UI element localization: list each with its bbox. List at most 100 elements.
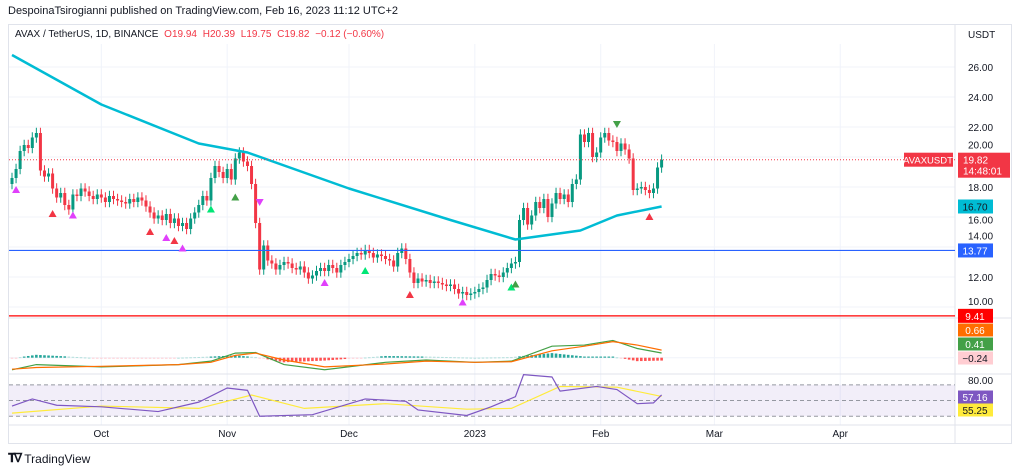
candle-body	[432, 281, 436, 283]
candle-body	[34, 133, 38, 138]
macd-histogram-bar	[388, 356, 391, 358]
signal-marker-up	[170, 237, 179, 244]
macd-histogram-bar	[132, 357, 136, 359]
macd-histogram-bar	[14, 357, 18, 359]
macd-histogram-bar	[274, 357, 278, 361]
macd-histogram-bar	[43, 355, 46, 358]
macd-histogram-bar	[238, 355, 241, 358]
candle-body	[298, 266, 302, 270]
candle-body	[278, 265, 282, 270]
signal-marker-up	[458, 298, 467, 306]
symbol-name[interactable]: AVAX / TetherUS, 1D, BINANCE	[15, 29, 159, 40]
candle-body	[522, 208, 526, 220]
macd-histogram-bar	[339, 357, 343, 360]
macd-histogram-bar	[331, 357, 335, 360]
candle-body	[550, 203, 554, 217]
change-value: −0.12 (−0.60%)	[315, 29, 385, 40]
rsi-ma-label-box	[958, 403, 993, 417]
candle-body	[461, 292, 465, 294]
candle-body	[428, 280, 432, 283]
macd-histogram-bar	[169, 357, 172, 359]
signal-marker-down	[255, 199, 264, 206]
signal-marker-up	[146, 228, 155, 235]
candle-body	[607, 133, 611, 141]
candle-body	[120, 200, 124, 202]
candle-body	[18, 151, 22, 169]
candle-body	[241, 152, 245, 162]
date-tick-label: Mar	[706, 429, 724, 440]
candle-body	[185, 223, 189, 229]
candle-body	[392, 260, 396, 267]
macd-histogram-bar	[648, 357, 651, 361]
macd-histogram-bar	[481, 357, 485, 359]
candle-body	[660, 159, 664, 168]
date-tick-label: Oct	[94, 429, 110, 440]
macd-histogram-bar	[396, 356, 399, 358]
macd-histogram-bar	[469, 357, 473, 359]
candle-body	[319, 268, 323, 271]
macd-histogram-bar	[294, 357, 298, 362]
macd-histogram-bar	[587, 356, 590, 358]
candle-body	[566, 194, 570, 202]
candle-body	[656, 167, 660, 189]
macd-histogram-bar	[473, 357, 477, 359]
macd-histogram-bar	[534, 354, 538, 358]
rsi-line	[11, 374, 663, 417]
candle-body	[603, 133, 607, 138]
macd-histogram-bar	[311, 357, 314, 362]
candle-body	[237, 152, 241, 159]
macd-histogram-bar	[615, 357, 619, 359]
macd-histogram-bar	[558, 353, 562, 358]
moving-average-line	[11, 53, 662, 241]
macd-histogram-bar	[457, 357, 460, 359]
candle-body	[469, 293, 473, 295]
candle-body	[331, 265, 335, 268]
macd-histogram-bar	[644, 357, 647, 361]
price-axis-unit: USDT	[968, 30, 995, 41]
macd-histogram-bar	[254, 357, 257, 359]
candle-body	[384, 256, 388, 259]
candle-body	[448, 284, 452, 286]
candle-body	[38, 133, 42, 171]
macd-histogram-bar	[205, 356, 209, 358]
macd-histogram-bar	[144, 357, 148, 359]
candle-body	[497, 275, 501, 277]
macd-histogram-bar	[526, 355, 529, 358]
candle-body	[10, 178, 14, 184]
rsi-ma-line	[11, 385, 662, 414]
candle-body	[75, 194, 79, 196]
candle-body	[168, 214, 172, 223]
macd-histogram-bar	[449, 357, 452, 359]
candle-body	[591, 133, 595, 157]
rsi-value-label: 57.16	[962, 393, 987, 404]
candle-body	[501, 272, 505, 277]
candle-body	[156, 215, 160, 219]
candle-body	[578, 134, 582, 180]
tradingview-logo-icon[interactable]: 𝐓∇	[8, 451, 22, 465]
macd-histogram-bar	[250, 356, 253, 358]
candle-body	[481, 287, 485, 289]
candle-body	[412, 272, 416, 283]
candle-body	[205, 196, 209, 201]
candle-body	[546, 199, 550, 217]
macd-histogram-bar	[607, 356, 611, 358]
candle-body	[95, 194, 99, 199]
macd-histogram-bar	[372, 356, 375, 358]
macd-histogram-bar	[213, 356, 217, 358]
macd-value-label: 0.41	[965, 340, 985, 351]
candle-body	[79, 188, 83, 196]
candle-body	[339, 265, 343, 273]
macd-histogram-bar	[400, 356, 404, 358]
signal-marker-up	[231, 193, 240, 201]
candle-body	[327, 265, 331, 271]
macd-value-label-box	[958, 337, 993, 351]
macd-histogram-bar	[307, 357, 310, 362]
candle-body	[148, 206, 152, 213]
candle-body	[282, 262, 286, 265]
candle-body	[294, 268, 298, 270]
macd-histogram-bar	[351, 357, 355, 359]
macd-histogram-bar	[95, 357, 99, 359]
macd-histogram-bar	[59, 356, 63, 358]
footer-brand[interactable]: TradingView	[24, 451, 91, 466]
